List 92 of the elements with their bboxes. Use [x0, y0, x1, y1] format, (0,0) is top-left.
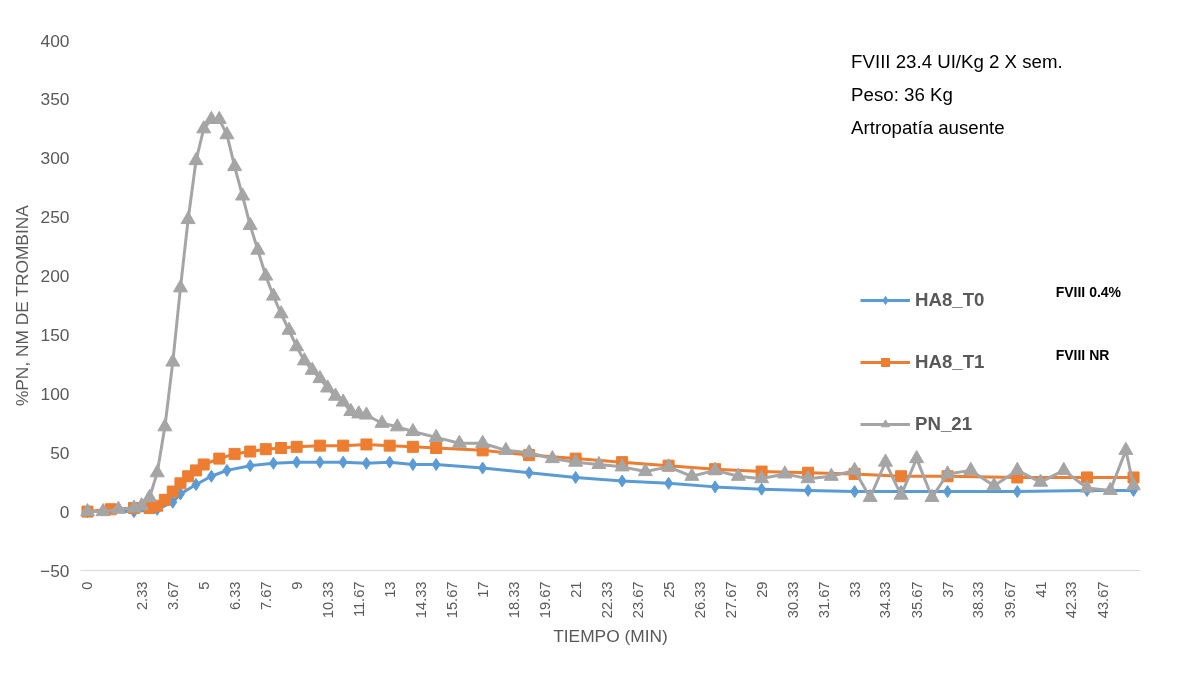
- x-tick-label: 37: [939, 581, 956, 598]
- point: [158, 493, 171, 506]
- x-tick-label: 3.67: [164, 581, 181, 611]
- point: [361, 456, 371, 470]
- x-tick-label: 22.33: [598, 581, 615, 619]
- y-tick-label: 200: [40, 266, 70, 287]
- y-tick-label: 0: [59, 501, 70, 522]
- x-tick-label: 21: [567, 581, 584, 598]
- point: [191, 478, 201, 492]
- legend-label: HA8_T1: [915, 351, 985, 373]
- point: [895, 470, 908, 483]
- x-tick-label: 27.67: [722, 581, 739, 619]
- point: [943, 485, 953, 499]
- point: [406, 440, 419, 453]
- y-tick-label: 350: [40, 89, 70, 110]
- y-tick-label: 50: [50, 442, 70, 463]
- x-tick-label: 6.33: [226, 581, 243, 611]
- point: [1081, 471, 1094, 484]
- y-tick-label: 150: [40, 324, 70, 345]
- x-tick-label: 29: [753, 581, 770, 598]
- point: [408, 458, 418, 471]
- point: [268, 456, 278, 470]
- x-tick-label: 30.33: [784, 581, 801, 619]
- point: [360, 438, 373, 451]
- point: [315, 455, 325, 469]
- point: [244, 445, 257, 458]
- point: [1012, 485, 1022, 499]
- y-tick-label: 300: [40, 148, 70, 169]
- x-tick-label: 43.67: [1094, 581, 1111, 619]
- x-tick-label: 14.33: [412, 581, 429, 619]
- x-tick-label: 33: [846, 581, 863, 598]
- y-tick-label: 100: [40, 383, 70, 404]
- x-tick-label: 7.67: [257, 581, 274, 611]
- x-tick-label: 23.67: [629, 581, 646, 619]
- x-tick-label: 41: [1032, 581, 1049, 598]
- point: [245, 459, 255, 473]
- y-tick-label: 400: [40, 30, 70, 51]
- x-tick-label: 10.33: [319, 581, 336, 619]
- point: [383, 439, 396, 452]
- y-tick-label: −50: [40, 560, 70, 581]
- annotation: FVIII NR: [1055, 346, 1110, 363]
- legend-label: HA8_T0: [915, 289, 985, 311]
- point: [290, 440, 303, 453]
- point: [275, 442, 288, 455]
- x-tick-label: 9: [288, 581, 305, 590]
- point: [313, 439, 326, 452]
- annotation: Artropatía ausente: [851, 116, 1005, 138]
- point: [664, 476, 674, 490]
- x-tick-label: 2.33: [133, 581, 150, 611]
- point: [292, 455, 302, 469]
- x-tick-label: 15.67: [443, 581, 460, 619]
- annotation: Peso: 36 Kg: [851, 84, 953, 106]
- x-tick-label: 18.33: [505, 581, 522, 619]
- x-tick-label: 38.33: [970, 581, 987, 619]
- point: [617, 474, 627, 488]
- point: [430, 442, 443, 455]
- point: [338, 455, 348, 469]
- point: [803, 483, 813, 497]
- annotation: FVIII 23.4 UI/Kg 2 X sem.: [851, 51, 1063, 73]
- x-axis-title: TIEMPO (MIN): [553, 626, 668, 647]
- point: [478, 461, 488, 475]
- point: [571, 470, 581, 484]
- x-tick-label: 35.67: [908, 581, 925, 619]
- x-tick-label: 42.33: [1063, 581, 1080, 619]
- x-tick-label: 19.67: [536, 581, 553, 619]
- x-tick-label: 39.67: [1001, 581, 1018, 619]
- annotation: FVIII 0.4%: [1055, 284, 1122, 301]
- point: [757, 482, 767, 496]
- point: [213, 452, 226, 465]
- y-axis-title: %PN, NM DE TROMBINA: [12, 204, 33, 407]
- legend-label: PN_21: [915, 413, 973, 435]
- point: [259, 443, 272, 456]
- x-tick-label: 17: [474, 581, 491, 598]
- point: [166, 485, 179, 498]
- point: [206, 469, 216, 483]
- x-tick-label: 11.67: [350, 581, 367, 618]
- x-tick-label: 25: [660, 581, 677, 598]
- x-tick-label: 0: [79, 581, 96, 590]
- point: [524, 466, 534, 480]
- x-tick-label: 13: [381, 581, 398, 598]
- point: [385, 455, 395, 469]
- point: [228, 447, 241, 460]
- y-tick-label: 250: [40, 207, 70, 228]
- x-tick-label: 34.33: [877, 581, 894, 619]
- point: [710, 480, 720, 494]
- x-tick-label: 5: [195, 581, 212, 590]
- point: [222, 463, 232, 477]
- point: [850, 485, 860, 499]
- point: [337, 439, 350, 452]
- point: [197, 458, 210, 471]
- x-tick-label: 26.33: [691, 581, 708, 619]
- x-tick-label: 31.67: [815, 581, 832, 619]
